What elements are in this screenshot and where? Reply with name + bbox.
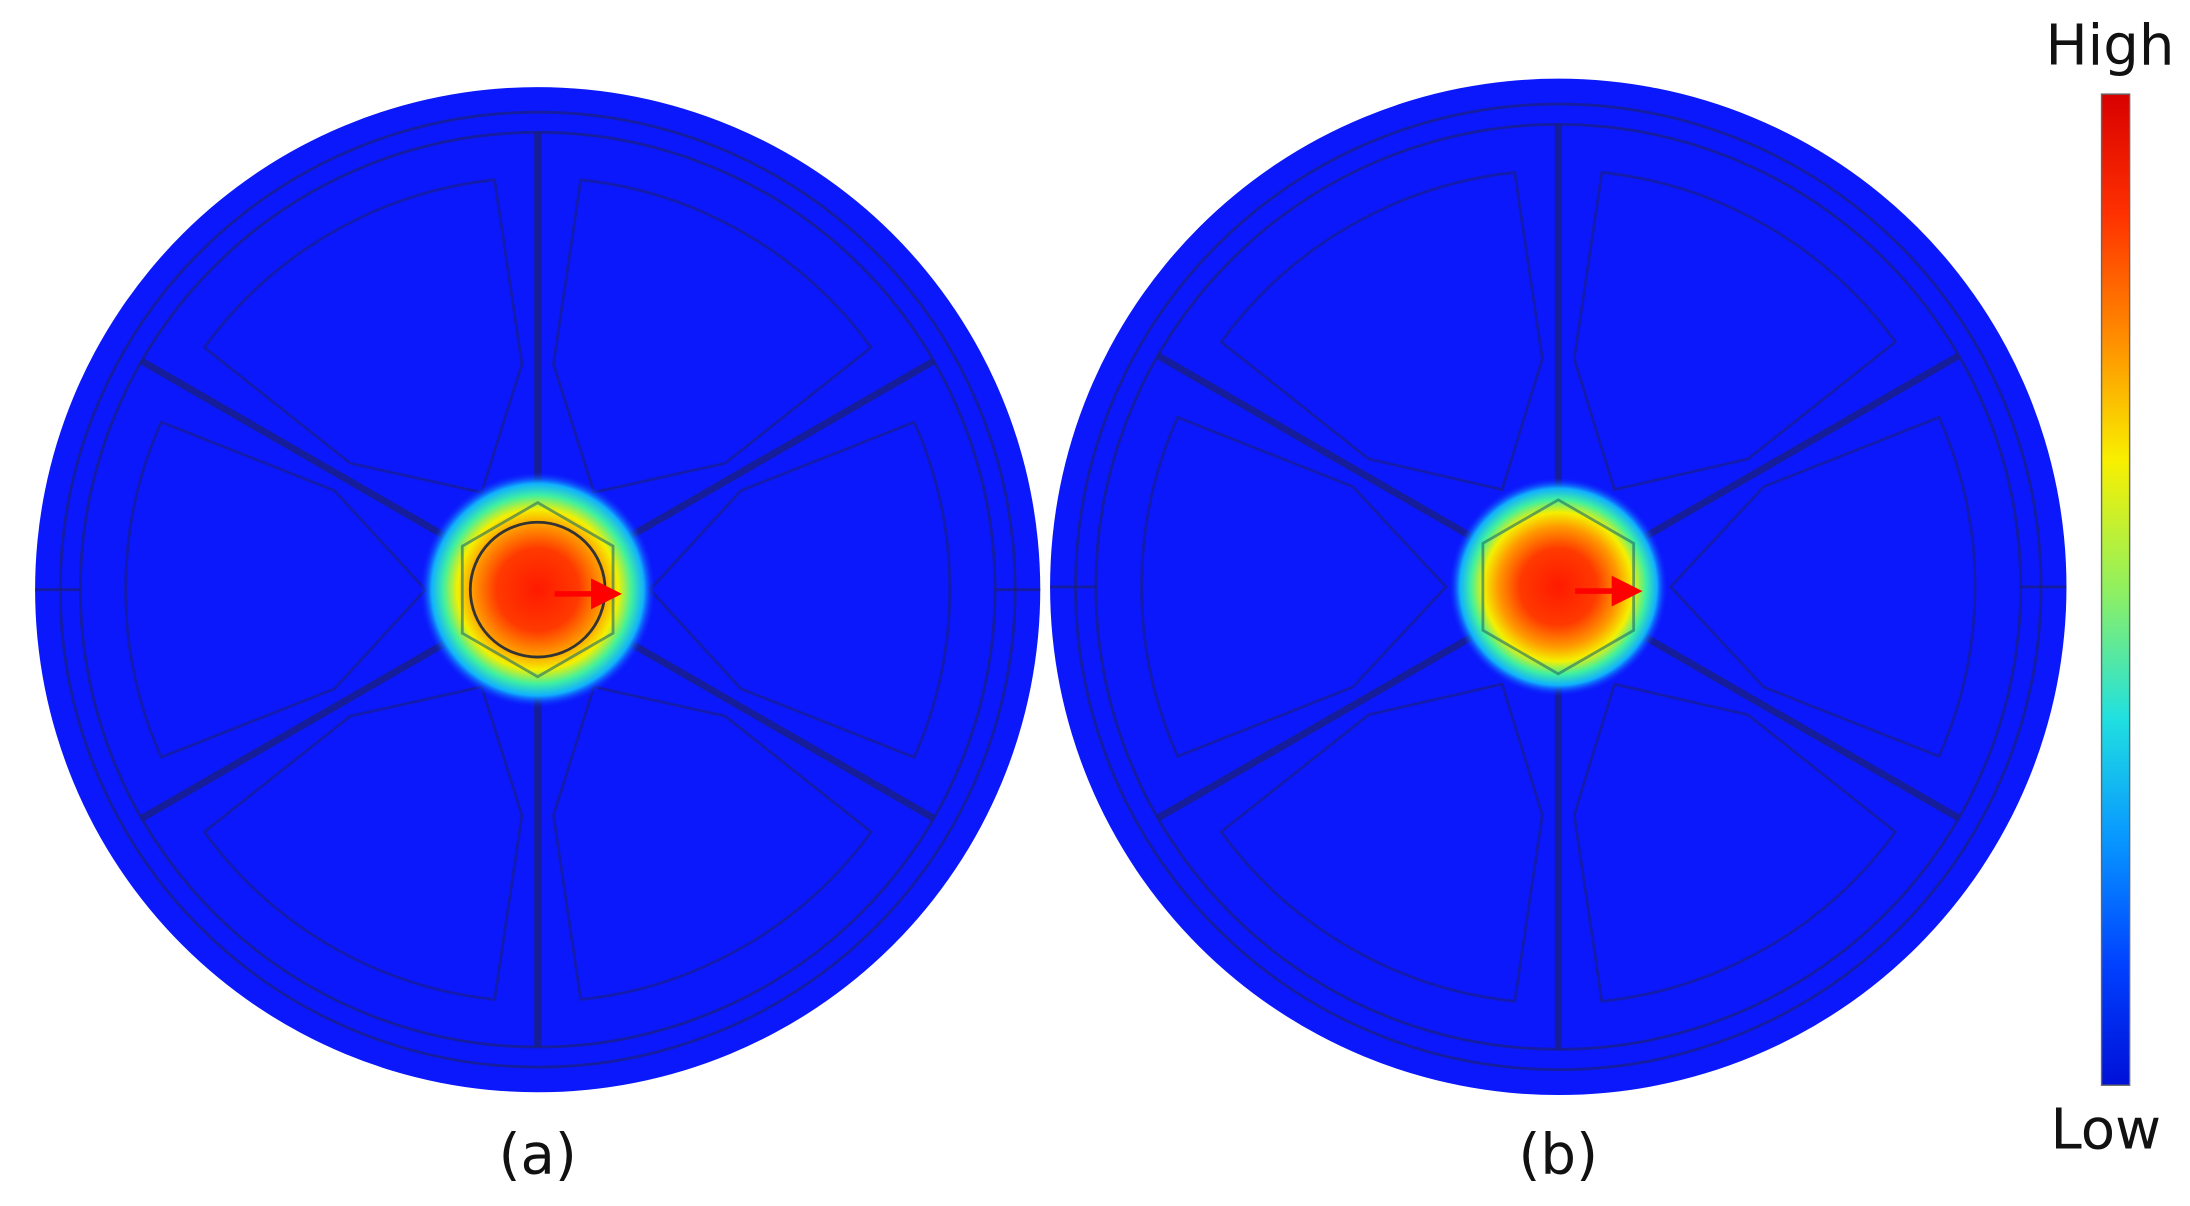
core-boundary bbox=[460, 501, 615, 679]
colorbar bbox=[2100, 93, 2131, 1086]
petal-outline bbox=[1572, 682, 1897, 1003]
spoke bbox=[139, 357, 467, 551]
fiber-panel bbox=[35, 87, 1041, 1093]
petal-outline bbox=[648, 420, 952, 759]
petal-outline bbox=[552, 685, 873, 1001]
panel-label: (a) bbox=[499, 1123, 577, 1188]
petal-outline bbox=[202, 178, 524, 494]
spoke bbox=[1156, 352, 1488, 548]
petal-outline bbox=[202, 685, 524, 1001]
petal-outline bbox=[1219, 171, 1544, 491]
spoke bbox=[608, 628, 936, 822]
arrow-head bbox=[591, 578, 622, 610]
colorbar-high: High bbox=[2045, 14, 2174, 79]
petal-outline bbox=[1669, 415, 1977, 758]
petal-outline bbox=[124, 420, 427, 759]
petal-outline bbox=[1219, 682, 1544, 1003]
petal-outline bbox=[1140, 415, 1448, 758]
colorbar-low: Low bbox=[2050, 1097, 2161, 1162]
spoke bbox=[1629, 625, 1961, 822]
mode-field bbox=[419, 471, 656, 708]
petal-outline bbox=[1572, 171, 1897, 491]
spoke bbox=[1629, 352, 1961, 548]
spoke bbox=[1156, 625, 1488, 822]
panel-label: (b) bbox=[1519, 1123, 1598, 1188]
spoke bbox=[608, 357, 936, 551]
spoke bbox=[139, 628, 467, 822]
arrow-head bbox=[1611, 575, 1643, 607]
fiber-panel bbox=[1050, 78, 2067, 1096]
petal-outline bbox=[552, 178, 873, 494]
core-boundary bbox=[1481, 498, 1636, 676]
